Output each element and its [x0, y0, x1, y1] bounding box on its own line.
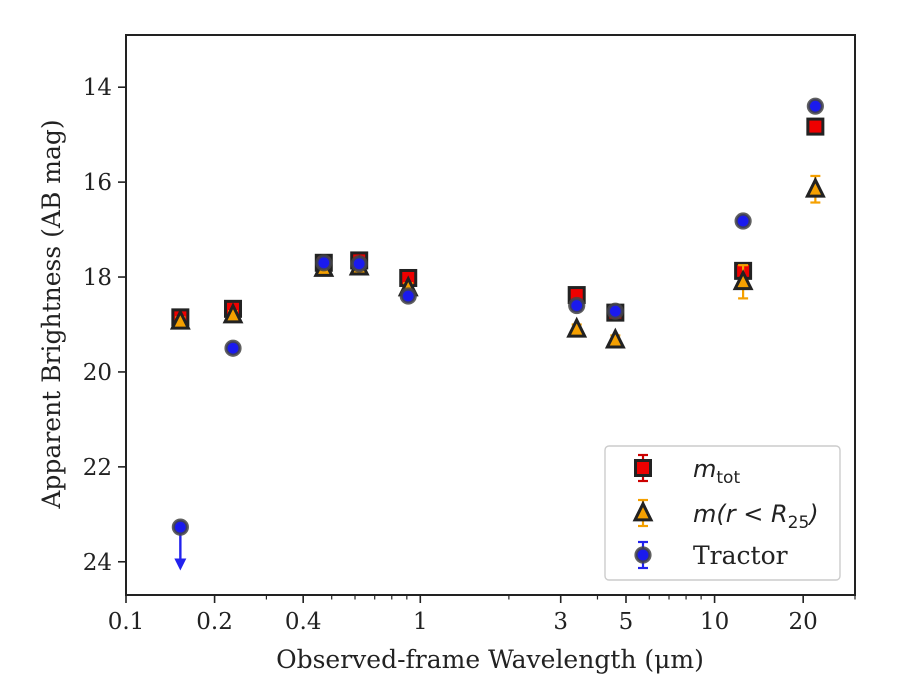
legend-label-m-r25: m(r < R25): [693, 500, 819, 533]
legend-marker-tractor: [634, 546, 652, 564]
legend-marker-m-tot: [634, 459, 652, 477]
tractor-point: [315, 254, 333, 272]
y-tick-label: 16: [83, 170, 112, 196]
tractor-point: [606, 302, 624, 320]
m-r25-point: [732, 269, 754, 291]
x-tick-label: 3: [553, 609, 568, 635]
y-tick-label: 18: [83, 265, 112, 291]
y-tick-label: 14: [83, 75, 112, 101]
legend-box: [604, 445, 841, 581]
x-tick-label: 20: [789, 609, 818, 635]
axes: 0.1 0.2 0.4 1 3 5 10 20 14 16 18 20 22 24: [83, 34, 856, 635]
x-tick-label: 10: [700, 609, 729, 635]
tractor-point: [399, 287, 417, 305]
m-r25-point: [566, 316, 588, 338]
x-tick-label: 5: [619, 609, 634, 635]
tractor-point: [734, 212, 752, 230]
legend-label-m-tot: mtot: [693, 455, 740, 488]
tractor-point: [350, 255, 368, 273]
legend-label-tractor: Tractor: [693, 541, 788, 570]
m-r25-point: [222, 302, 244, 324]
x-tick-label: 0.2: [196, 609, 233, 635]
legend-marker-m-r25: [632, 500, 654, 522]
y-tick-label: 20: [83, 360, 112, 386]
m-r25-point: [604, 327, 626, 349]
tractor-point: [568, 296, 586, 315]
data-points: [169, 97, 826, 571]
x-tick-label: 0.4: [285, 609, 322, 635]
tractor-point: [224, 339, 242, 357]
x-tick-label: 1: [413, 609, 428, 635]
tractor-upper-limit-arrow-head: [174, 558, 187, 571]
m-r25-point: [169, 308, 191, 330]
m-r25-point: [804, 176, 826, 198]
m-tot-point: [806, 117, 825, 136]
x-axis-title: Observed-frame Wavelength (μm): [276, 645, 704, 674]
tractor-point: [171, 518, 189, 536]
x-tick-label: 0.1: [108, 609, 145, 635]
y-tick-label: 22: [83, 455, 112, 481]
plot-frame: [125, 34, 856, 596]
tractor-point: [806, 97, 824, 115]
y-tick-label: 24: [83, 550, 112, 576]
legend: mtot m(r < R25) Tractor: [604, 445, 841, 581]
y-axis-title: Apparent Brightness (AB mag): [37, 119, 66, 509]
